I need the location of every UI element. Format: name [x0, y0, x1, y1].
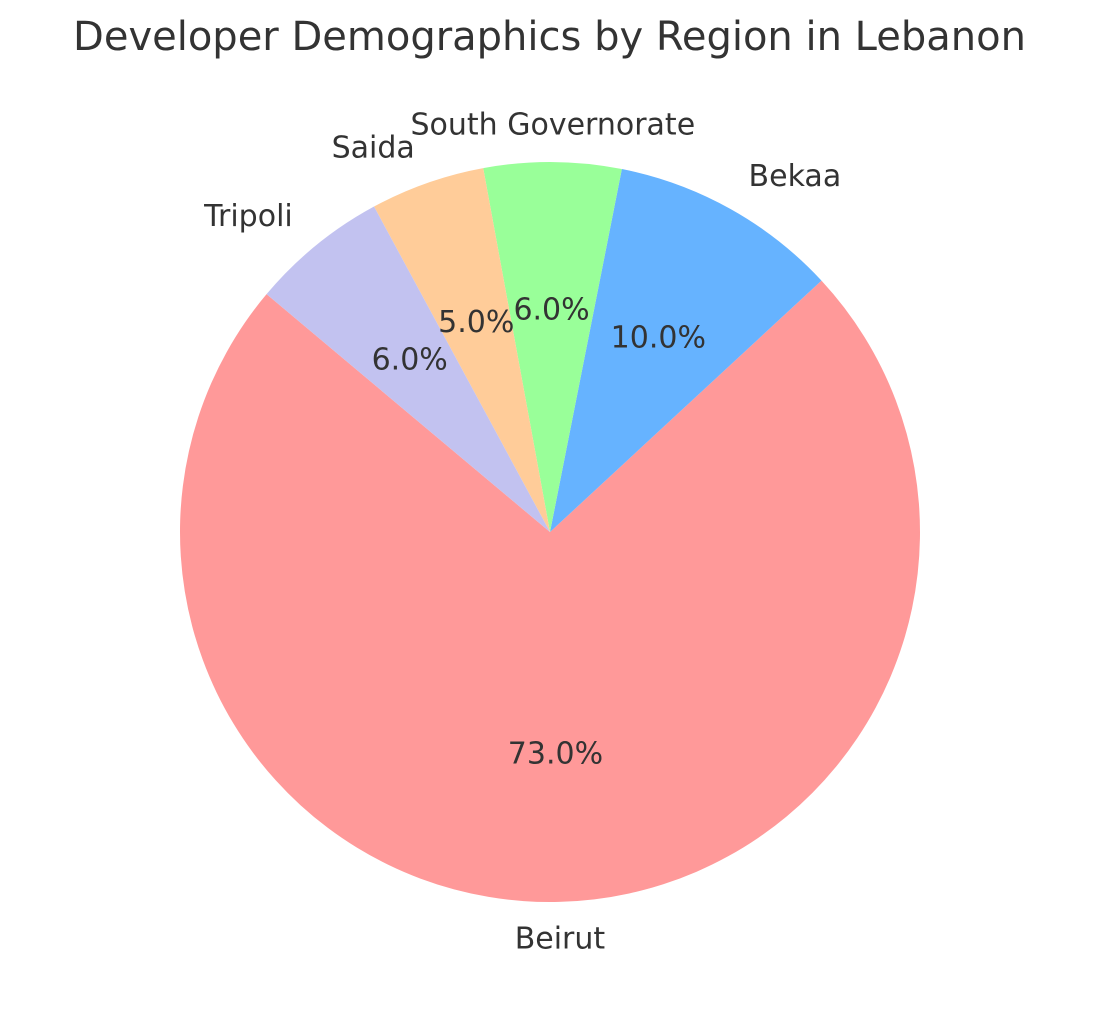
pie-slice-tripoli — [266, 206, 550, 532]
slice-percent-beirut: 73.0% — [508, 736, 603, 771]
slice-label-beirut: Beirut — [515, 921, 606, 956]
slice-label-tripoli: Tripoli — [203, 199, 293, 234]
slice-label-south-governorate: South Governorate — [411, 108, 696, 143]
pie-slice-bekaa — [550, 169, 822, 533]
slice-percent-bekaa: 10.0% — [611, 321, 706, 356]
pie-slices — [179, 162, 920, 903]
pie-slice-saida — [374, 168, 550, 532]
slice-percent-south-governorate: 6.0% — [513, 293, 589, 328]
pie-labels: Beirut 73.0% Bekaa 10.0% South Governorate 6.… — [203, 108, 841, 957]
slice-label-saida: Saida — [332, 131, 415, 166]
slice-label-bekaa: Bekaa — [749, 159, 842, 194]
pie-slice-south-governorate — [483, 162, 622, 533]
pie-slice-beirut — [179, 280, 920, 903]
slice-percent-saida: 5.0% — [438, 305, 514, 340]
chart-title: Developer Demographics by Region in Leba… — [73, 14, 1026, 60]
slice-percent-tripoli: 6.0% — [372, 342, 448, 377]
